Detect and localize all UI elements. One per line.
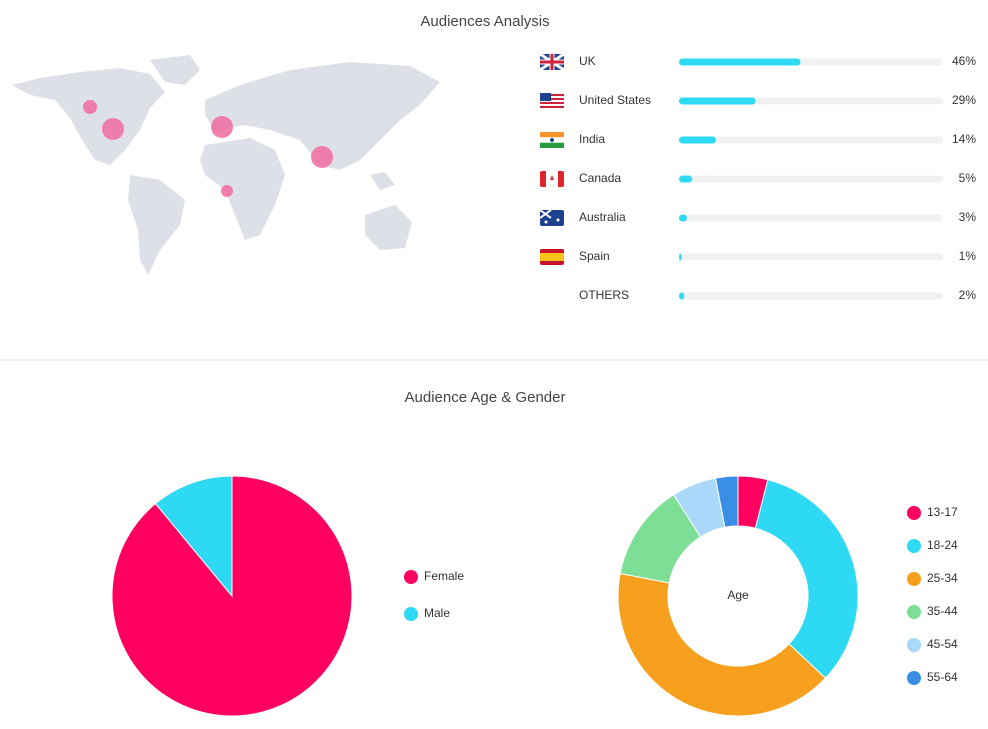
legend-label: 45-54 [927, 637, 958, 651]
map-bubbles [83, 100, 333, 197]
slice [154, 475, 233, 598]
legend-swatch [907, 572, 921, 586]
country-name: India [579, 132, 605, 146]
slice [714, 475, 739, 528]
bar [679, 292, 685, 300]
legend-swatch [907, 539, 921, 553]
value-label: 3% [959, 210, 977, 224]
value-label: 29% [952, 93, 976, 107]
value-label: 1% [959, 249, 977, 263]
country-name: Australia [579, 210, 626, 224]
country-name: UK [579, 54, 596, 68]
country-name: Canada [579, 171, 621, 185]
legend-label: 13-17 [927, 505, 958, 519]
bar-track [679, 253, 943, 261]
bar-track [679, 292, 943, 300]
slice [617, 572, 827, 717]
legend-label: 55-64 [927, 670, 958, 684]
value-label: 14% [952, 132, 976, 146]
bar [679, 136, 716, 144]
center-label: Age [727, 588, 749, 602]
bar-track [679, 175, 943, 183]
legend-swatch [907, 638, 921, 652]
legend-swatch [404, 570, 418, 584]
country-name: OTHERS [579, 288, 629, 302]
value-label: 46% [952, 54, 976, 68]
country-name: Spain [579, 249, 610, 263]
value-label: 2% [959, 288, 977, 302]
bar [679, 175, 693, 183]
bar [679, 97, 756, 105]
legend-swatch [907, 605, 921, 619]
country-name: United States [579, 93, 651, 107]
legend-label: 18-24 [927, 538, 958, 552]
value-label: 5% [959, 171, 977, 185]
world-map [12, 55, 440, 275]
legend-swatch [404, 607, 418, 621]
flags [539, 52, 565, 265]
legend-label: Female [424, 569, 464, 583]
section-title: Audiences Analysis [420, 13, 549, 30]
bar [679, 253, 682, 261]
bar-track [679, 214, 943, 222]
legend-swatch [907, 506, 921, 520]
bar [679, 58, 801, 66]
legend-label: 25-34 [927, 571, 958, 585]
legend-label: Male [424, 606, 450, 620]
bar-track [679, 136, 943, 144]
legend-swatch [907, 671, 921, 685]
bar [679, 214, 687, 222]
slice [754, 479, 859, 679]
section-title: Audience Age & Gender [405, 389, 566, 406]
legend-label: 35-44 [927, 604, 958, 618]
